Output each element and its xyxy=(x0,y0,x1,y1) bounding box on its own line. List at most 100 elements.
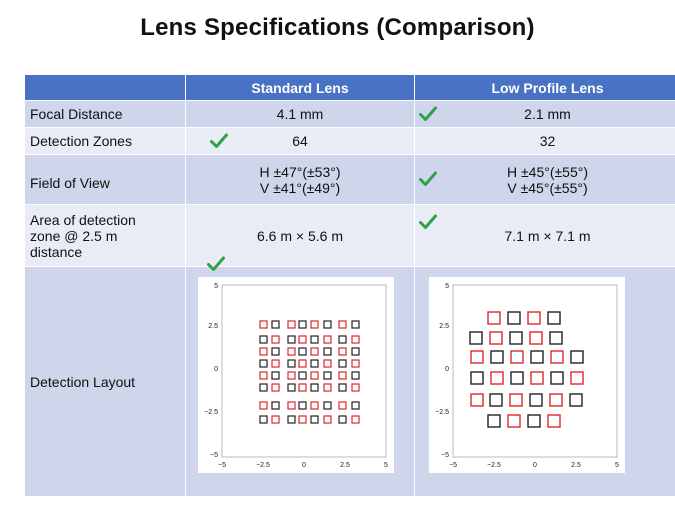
detection-zone xyxy=(298,320,307,329)
low-profile-zones xyxy=(469,311,584,428)
header-empty-cell xyxy=(24,74,186,101)
detection-zone xyxy=(298,359,307,368)
row-label: Area of detection zone @ 2.5 m distance xyxy=(24,204,186,267)
standard-value: H ±47°(±53°) V ±41°(±49°) xyxy=(185,154,415,205)
detection-zone xyxy=(469,331,483,345)
detection-zone xyxy=(310,320,319,329)
detection-zone xyxy=(287,415,296,424)
detection-zone xyxy=(489,331,503,345)
detection-zone xyxy=(310,383,319,392)
detection-zone xyxy=(310,347,319,356)
detection-zone xyxy=(470,393,484,407)
detection-zone xyxy=(271,347,280,356)
detection-zone xyxy=(338,320,347,329)
checkmark-icon xyxy=(419,171,437,187)
x-tick: 5 xyxy=(384,462,388,469)
detection-zone xyxy=(527,414,541,428)
detection-zone xyxy=(298,347,307,356)
y-tick: 2.5 xyxy=(208,323,218,330)
low-profile-detection-layout-plot: 5 2.5 0 −2.5 −5 −5 −2.5 0 2.5 5 xyxy=(429,277,625,473)
x-tick: −5 xyxy=(218,462,226,469)
detection-zone xyxy=(338,371,347,380)
detection-zone xyxy=(310,401,319,410)
low-profile-value: 7.1 m × 7.1 m xyxy=(414,204,675,267)
detection-zone xyxy=(271,359,280,368)
table-row-detection-zones: Detection Zones 64 32 xyxy=(24,127,675,155)
y-tick: 5 xyxy=(214,283,218,290)
y-tick: −5 xyxy=(210,452,218,459)
detection-zone xyxy=(271,320,280,329)
plot-background xyxy=(429,277,625,473)
y-tick: 0 xyxy=(445,366,449,373)
x-tick: 2.5 xyxy=(340,462,350,469)
detection-zone xyxy=(569,393,583,407)
detection-zone xyxy=(549,393,563,407)
detection-zone xyxy=(351,401,360,410)
y-tick: −5 xyxy=(441,452,449,459)
detection-zone xyxy=(323,347,332,356)
detection-zone xyxy=(351,359,360,368)
checkmark-icon xyxy=(419,106,437,122)
table-row-detection-area: Area of detection zone @ 2.5 m distance … xyxy=(24,204,675,267)
standard-zones xyxy=(259,320,360,424)
y-tick: −2.5 xyxy=(204,409,218,416)
row-label-line-2: zone @ 2.5 m xyxy=(30,227,118,244)
detection-zone xyxy=(287,371,296,380)
y-tick: 2.5 xyxy=(439,323,449,330)
detection-zone xyxy=(510,350,524,364)
detection-zone xyxy=(259,347,268,356)
standard-value: 6.6 m × 5.6 m xyxy=(185,204,415,267)
low-profile-value-text: 2.1 mm xyxy=(524,106,571,122)
standard-fov-v: V ±41°(±49°) xyxy=(259,179,341,196)
y-tick: 0 xyxy=(214,366,218,373)
detection-zone xyxy=(338,347,347,356)
detection-zone xyxy=(287,347,296,356)
x-tick: −2.5 xyxy=(256,462,270,469)
detection-zone xyxy=(287,359,296,368)
row-label: Detection Layout xyxy=(24,266,186,497)
standard-detection-layout-plot: 5 2.5 0 −2.5 −5 −5 −2.5 0 2.5 5 xyxy=(198,277,394,473)
detection-zone xyxy=(550,371,564,385)
detection-zone xyxy=(298,415,307,424)
low-profile-value: H ±45°(±55°) V ±45°(±55°) xyxy=(414,154,675,205)
detection-zone xyxy=(323,415,332,424)
detection-zone xyxy=(490,371,504,385)
x-tick: −2.5 xyxy=(487,462,501,469)
x-tick: 0 xyxy=(302,462,306,469)
detection-zone xyxy=(271,401,280,410)
detection-zone xyxy=(298,401,307,410)
detection-zone xyxy=(259,359,268,368)
standard-fov-h: H ±47°(±53°) xyxy=(259,163,341,180)
detection-zone xyxy=(287,383,296,392)
detection-zone xyxy=(323,371,332,380)
detection-zone xyxy=(259,401,268,410)
detection-zone xyxy=(570,371,584,385)
standard-layout-cell: 5 2.5 0 −2.5 −5 −5 −2.5 0 2.5 5 xyxy=(185,256,415,497)
detection-zone xyxy=(527,311,541,325)
plot-frame xyxy=(452,284,618,458)
detection-zone xyxy=(338,359,347,368)
detection-zone xyxy=(550,350,564,364)
detection-zone xyxy=(323,335,332,344)
detection-zone xyxy=(298,335,307,344)
detection-zone xyxy=(489,393,503,407)
detection-zone xyxy=(509,331,523,345)
detection-zone xyxy=(351,383,360,392)
detection-zone xyxy=(470,371,484,385)
detection-zone xyxy=(530,371,544,385)
low-fov-v: V ±45°(±55°) xyxy=(507,179,588,196)
detection-zone xyxy=(323,359,332,368)
low-profile-value-text: 7.1 m × 7.1 m xyxy=(504,227,591,244)
spec-table: Standard Lens Low Profile Lens Focal Dis… xyxy=(24,74,675,497)
row-label: Field of View xyxy=(24,154,186,205)
detection-zone xyxy=(287,335,296,344)
low-fov-h: H ±45°(±55°) xyxy=(506,163,589,180)
detection-zone xyxy=(547,414,561,428)
table-row-focal-distance: Focal Distance 4.1 mm 2.1 mm xyxy=(24,100,675,128)
detection-zone xyxy=(507,414,521,428)
detection-zone xyxy=(338,383,347,392)
checkmark-icon xyxy=(210,133,228,149)
y-tick: −2.5 xyxy=(435,409,449,416)
detection-zone xyxy=(298,383,307,392)
row-label: Focal Distance xyxy=(24,100,186,128)
